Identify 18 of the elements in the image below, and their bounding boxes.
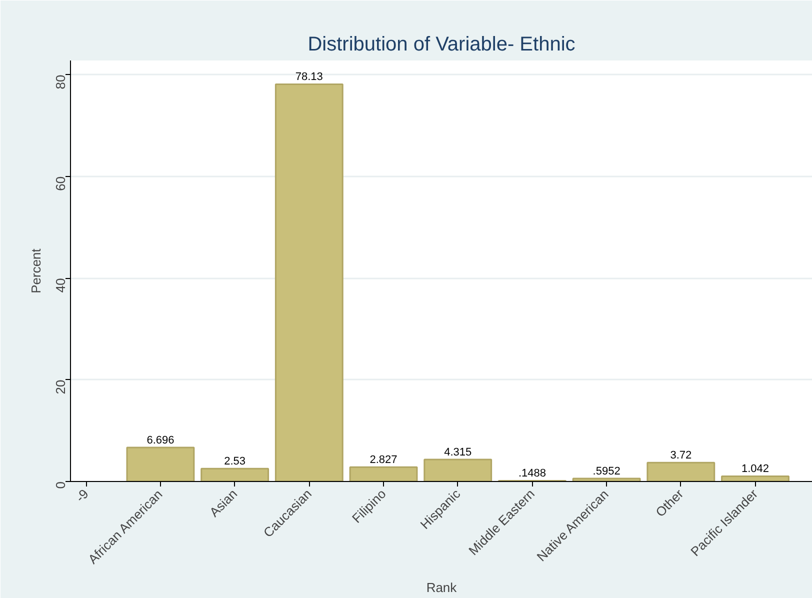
- data-label: .1488: [518, 468, 546, 480]
- x-tick-label: -9: [72, 486, 92, 505]
- data-label: 1.042: [741, 463, 770, 476]
- x-axis-title: Rank: [426, 580, 458, 596]
- data-label: 78.13: [295, 71, 323, 84]
- y-tick-label: 20: [53, 380, 68, 394]
- y-tick-label: 0: [53, 481, 68, 489]
- data-label: 6.696: [146, 434, 174, 446]
- y-tick-label: 80: [53, 74, 68, 90]
- data-label: 3.72: [670, 450, 692, 462]
- data-label: 2.53: [224, 456, 246, 468]
- data-label: .5952: [592, 465, 620, 478]
- chart-title: Distribution of Variable- Ethnic: [308, 34, 576, 56]
- y-axis-title: Percent: [28, 248, 44, 294]
- y-tick-label: 40: [53, 278, 68, 293]
- y-tick-label: 60: [53, 176, 68, 191]
- data-label: 2.827: [370, 454, 398, 466]
- data-label: 4.315: [444, 446, 472, 459]
